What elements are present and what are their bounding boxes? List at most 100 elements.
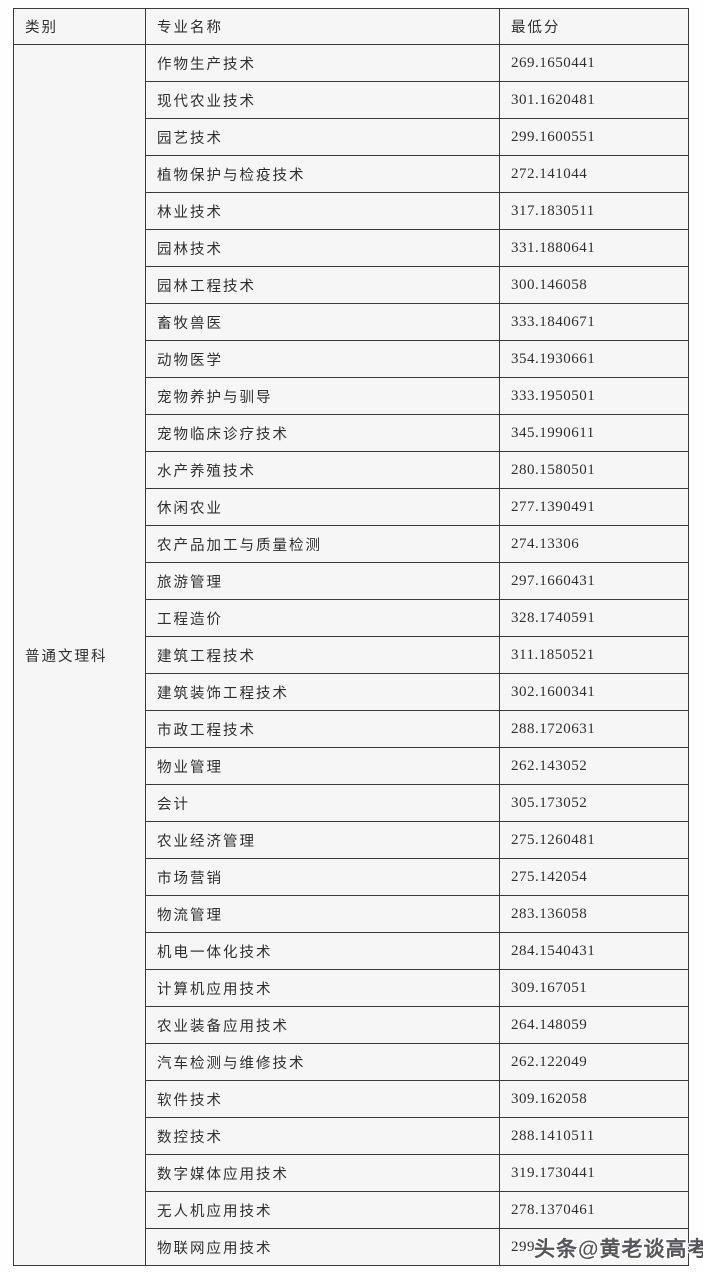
major-cell: 机电一体化技术 — [145, 932, 500, 970]
major-cell: 物业管理 — [145, 747, 500, 785]
header-major: 专业名称 — [145, 8, 500, 45]
major-cell: 市场营销 — [145, 858, 500, 896]
score-cell: 272.141044 — [499, 155, 689, 193]
table-row: 机电一体化技术 284.1540431 — [14, 932, 689, 970]
table-row: 畜牧兽医 333.1840671 — [14, 303, 689, 341]
major-cell: 宠物养护与驯导 — [145, 377, 500, 415]
table-row: 植物保护与检疫技术 272.141044 — [14, 155, 689, 193]
score-cell: 305.173052 — [499, 784, 689, 822]
table-row: 计算机应用技术 309.167051 — [14, 969, 689, 1007]
score-cell: 333.1950501 — [499, 377, 689, 415]
table-row: 宠物临床诊疗技术 345.1990611 — [14, 414, 689, 452]
table-row: 水产养殖技术 280.1580501 — [14, 451, 689, 489]
score-cell: 345.1990611 — [499, 414, 689, 452]
score-cell: 300.146058 — [499, 266, 689, 304]
score-cell: 311.1850521 — [499, 636, 689, 674]
score-table: 类别 专业名称 最低分 普通文理科 作物生产技术 269.1650441 现代农业技术… — [13, 8, 689, 1266]
table-row: 工程造价 328.1740591 — [14, 599, 689, 637]
score-cell: 275.1260481 — [499, 821, 689, 859]
score-cell: 280.1580501 — [499, 451, 689, 489]
score-cell: 297.1660431 — [499, 562, 689, 600]
table-row: 农业装备应用技术 264.148059 — [14, 1006, 689, 1044]
major-cell: 工程造价 — [145, 599, 500, 637]
major-cell: 作物生产技术 — [145, 44, 500, 82]
score-cell: 262.122049 — [499, 1043, 689, 1081]
table-row: 旅游管理 297.1660431 — [14, 562, 689, 600]
score-cell: 331.1880641 — [499, 229, 689, 267]
table-row: 物业管理 262.143052 — [14, 747, 689, 785]
table-row: 数控技术 288.1410511 — [14, 1117, 689, 1155]
major-cell: 计算机应用技术 — [145, 969, 500, 1007]
table-row: 动物医学 354.1930661 — [14, 340, 689, 378]
score-cell: 333.1840671 — [499, 303, 689, 341]
score-cell: 264.148059 — [499, 1006, 689, 1044]
major-cell: 园艺技术 — [145, 118, 500, 156]
header-row: 类别 专业名称 最低分 — [13, 8, 689, 45]
major-cell: 物联网应用技术 — [145, 1228, 500, 1266]
table-row: 无人机应用技术 278.1370461 — [14, 1191, 689, 1229]
score-cell: 274.13306 — [499, 525, 689, 563]
table-body: 普通文理科 作物生产技术 269.1650441 现代农业技术 301.1620481 园… — [13, 44, 689, 1266]
major-cell: 建筑工程技术 — [145, 636, 500, 674]
watermark: 头条@黄老谈高考 — [534, 1238, 703, 1261]
major-cell: 畜牧兽医 — [145, 303, 500, 341]
major-cell: 旅游管理 — [145, 562, 500, 600]
score-cell: 309.167051 — [499, 969, 689, 1007]
major-cell: 软件技术 — [145, 1080, 500, 1118]
header-category: 类别 — [13, 8, 146, 45]
major-cell: 数字媒体应用技术 — [145, 1154, 500, 1192]
table-row: 普通文理科 作物生产技术 269.1650441 — [13, 44, 689, 1266]
table-row: 市政工程技术 288.1720631 — [14, 710, 689, 748]
table-row: 物联网应用技术 299. — [14, 1228, 689, 1266]
score-cell: 309.162058 — [499, 1080, 689, 1118]
major-cell: 物流管理 — [145, 895, 500, 933]
major-cell: 市政工程技术 — [145, 710, 500, 748]
major-cell: 林业技术 — [145, 192, 500, 230]
table-row: 建筑装饰工程技术 302.1600341 — [14, 673, 689, 711]
score-cell: 283.136058 — [499, 895, 689, 933]
score-cell: 299.1600551 — [499, 118, 689, 156]
table-row: 汽车检测与维修技术 262.122049 — [14, 1043, 689, 1081]
major-cell: 建筑装饰工程技术 — [145, 673, 500, 711]
major-cell: 汽车检测与维修技术 — [145, 1043, 500, 1081]
score-cell: 317.1830511 — [499, 192, 689, 230]
table-row: 建筑工程技术 311.1850521 — [14, 636, 689, 674]
major-cell: 园林工程技术 — [145, 266, 500, 304]
score-cell: 275.142054 — [499, 858, 689, 896]
score-cell: 284.1540431 — [499, 932, 689, 970]
major-cell: 数控技术 — [145, 1117, 500, 1155]
score-cell: 278.1370461 — [499, 1191, 689, 1229]
table-row: 物流管理 283.136058 — [14, 895, 689, 933]
score-cell: 302.1600341 — [499, 673, 689, 711]
major-cell: 动物医学 — [145, 340, 500, 378]
score-cell: 299. — [499, 1228, 689, 1266]
major-cell: 无人机应用技术 — [145, 1191, 500, 1229]
major-cell: 植物保护与检疫技术 — [145, 155, 500, 193]
table-row: 农业经济管理 275.1260481 — [14, 821, 689, 859]
score-cell: 301.1620481 — [499, 81, 689, 119]
major-cell: 农业经济管理 — [145, 821, 500, 859]
header-min-score: 最低分 — [499, 8, 689, 45]
table-row: 软件技术 309.162058 — [14, 1080, 689, 1118]
table-row: 农产品加工与质量检测 274.13306 — [14, 525, 689, 563]
table-row: 园林工程技术 300.146058 — [14, 266, 689, 304]
major-cell: 现代农业技术 — [145, 81, 500, 119]
score-cell: 277.1390491 — [499, 488, 689, 526]
table-row: 林业技术 317.1830511 — [14, 192, 689, 230]
major-cell: 水产养殖技术 — [145, 451, 500, 489]
table-row: 园林技术 331.1880641 — [14, 229, 689, 267]
major-cell: 会计 — [145, 784, 500, 822]
major-cell: 休闲农业 — [145, 488, 500, 526]
major-cell: 农产品加工与质量检测 — [145, 525, 500, 563]
score-cell: 262.143052 — [499, 747, 689, 785]
score-cell: 319.1730441 — [499, 1154, 689, 1192]
table-row: 现代农业技术 301.1620481 — [14, 81, 689, 119]
score-cell: 288.1720631 — [499, 710, 689, 748]
major-cell: 宠物临床诊疗技术 — [145, 414, 500, 452]
score-cell: 354.1930661 — [499, 340, 689, 378]
major-cell: 园林技术 — [145, 229, 500, 267]
major-cell: 农业装备应用技术 — [145, 1006, 500, 1044]
category-cell: 普通文理科 — [13, 44, 146, 1266]
score-cell: 288.1410511 — [499, 1117, 689, 1155]
